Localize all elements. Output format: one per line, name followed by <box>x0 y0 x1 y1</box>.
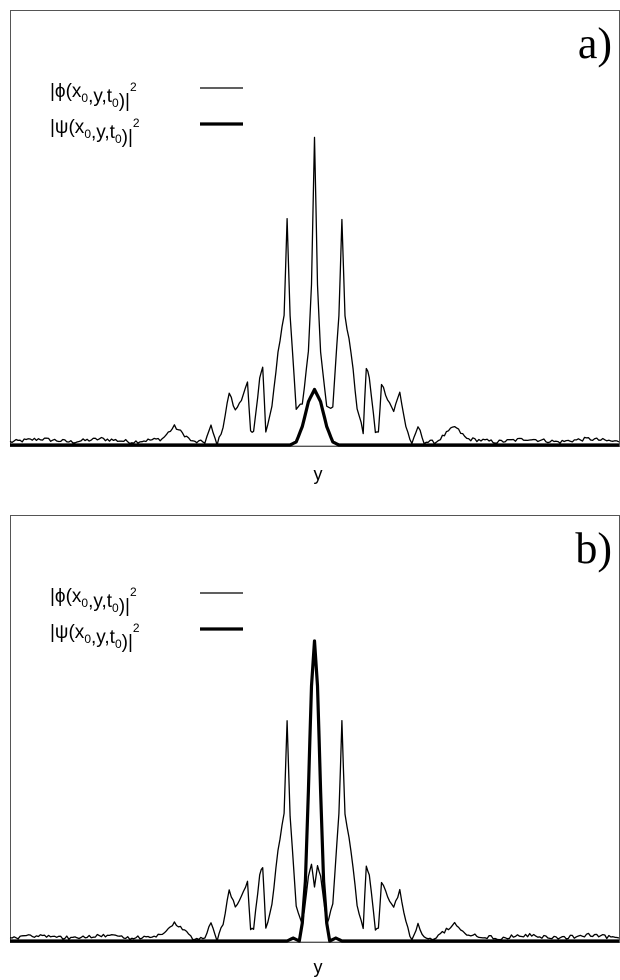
x-axis-label: y <box>314 957 323 977</box>
legend-entry-psi: |ψ(x0,y,t0)|2 <box>50 116 140 148</box>
series-psi-line <box>10 387 619 447</box>
chart-svg: b) |ϕ(x0,y,t0)|2 |ψ(x0,y,t0)|2 y <box>9 515 620 977</box>
plot-frame <box>10 10 620 447</box>
legend-entry-phi: |ϕ(x0,y,t0)|2 <box>50 585 137 617</box>
chart-panel-a: a) |ϕ(x0,y,t0)|2 |ψ(x0,y,t0)|2 y <box>9 10 620 484</box>
plot-frame <box>10 515 620 943</box>
series-phi-line <box>9 136 620 446</box>
panel-label: a) <box>578 19 612 68</box>
chart-panel-b: b) |ϕ(x0,y,t0)|2 |ψ(x0,y,t0)|2 y <box>0 505 620 980</box>
legend-entry-phi: |ϕ(x0,y,t0)|2 <box>50 80 137 112</box>
panel-label: b) <box>575 524 612 573</box>
series-psi-line <box>10 639 619 943</box>
chart-svg: a) |ϕ(x0,y,t0)|2 |ψ(x0,y,t0)|2 y <box>9 10 620 484</box>
legend-entry-psi: |ψ(x0,y,t0)|2 <box>50 621 140 653</box>
x-axis-label: y <box>314 464 323 484</box>
series-phi-line <box>9 720 620 942</box>
